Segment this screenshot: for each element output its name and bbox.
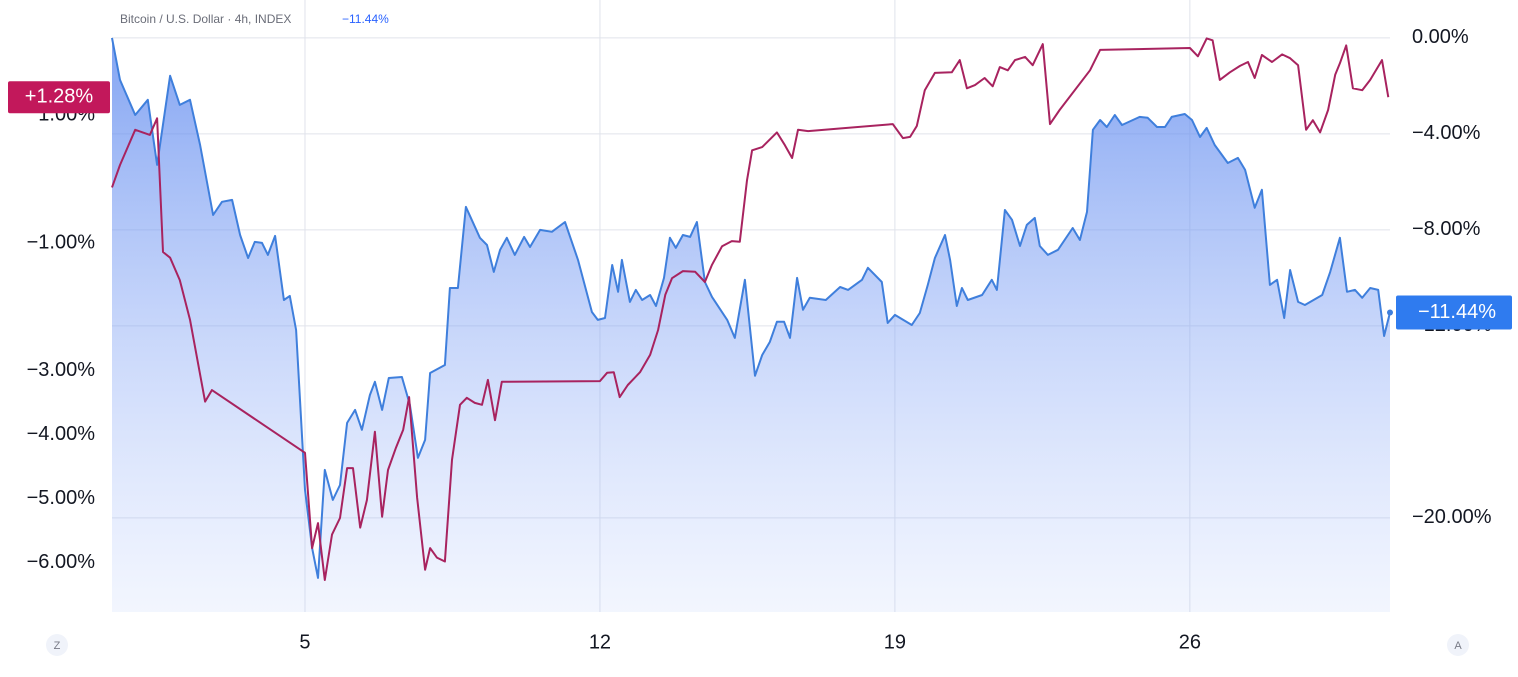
x-tick-label: 12 — [589, 631, 611, 653]
y-tick-label: −4.00% — [27, 423, 96, 445]
line — [111, 37, 1390, 581]
title-change: −11.44% — [342, 12, 389, 26]
scale-button[interactable] — [46, 634, 68, 656]
x-tick-label: 19 — [884, 631, 906, 653]
area — [112, 37, 1390, 612]
last-value-badge — [1396, 295, 1512, 330]
y-tick-label: −5.00% — [27, 487, 96, 509]
y-tick-label: −3.00% — [27, 359, 96, 381]
scale-button-label[interactable]: A — [1454, 640, 1462, 652]
last-value-label: −11.44% — [1418, 301, 1496, 323]
y2-tick-label: −8.00% — [1412, 218, 1481, 240]
scale-button[interactable] — [1447, 634, 1469, 656]
x-tick-label: 26 — [1179, 631, 1201, 653]
scale-button-label[interactable]: Z — [54, 640, 61, 652]
line — [111, 37, 1391, 579]
y-tick-label: −1.00% — [27, 231, 96, 253]
last-point — [1387, 309, 1393, 316]
y-tick-label: −6.00% — [27, 551, 96, 573]
x-tick-label: 5 — [299, 631, 310, 653]
y2-tick-label: −20.00% — [1412, 506, 1492, 528]
last-value-badge — [8, 81, 110, 114]
y2-tick-label: −4.00% — [1412, 122, 1481, 144]
y2-tick-label: 0.00% — [1412, 26, 1469, 48]
chart-title: Bitcoin / U.S. Dollar · 4h, INDEX — [120, 12, 291, 26]
last-value-label: +1.28% — [25, 85, 94, 107]
